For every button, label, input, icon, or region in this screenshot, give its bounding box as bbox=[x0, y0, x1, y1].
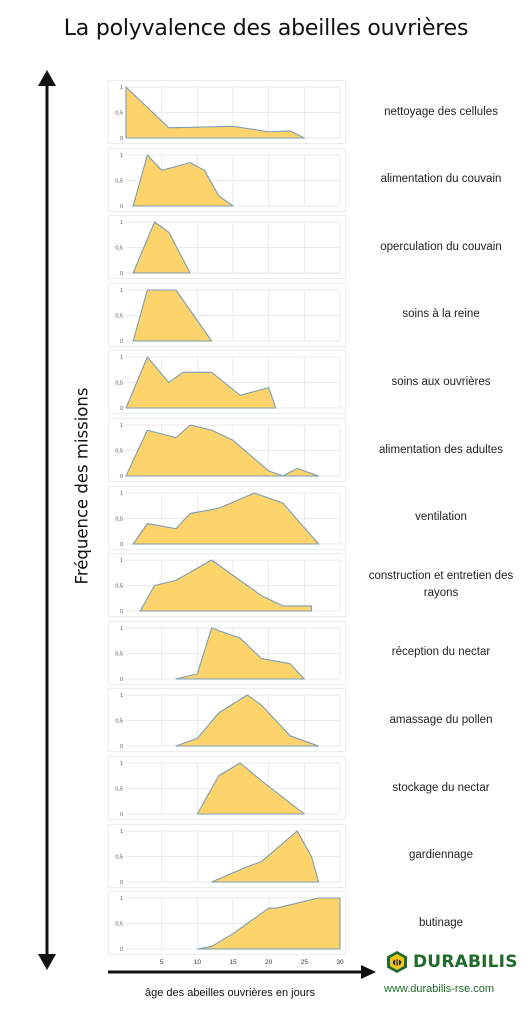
y-tick-label: 0,5 bbox=[115, 719, 123, 725]
y-tick-label: 0 bbox=[120, 406, 123, 412]
panel-chart: 00,51 bbox=[108, 80, 346, 144]
y-tick-label: 0,5 bbox=[115, 651, 123, 657]
panel-label: soins à la reine bbox=[402, 308, 480, 321]
y-tick-label: 1 bbox=[120, 626, 123, 632]
x-tick-label: 30 bbox=[336, 959, 344, 966]
x-tick-label: 10 bbox=[194, 959, 202, 966]
y-tick-label: 0 bbox=[120, 812, 123, 818]
brand-url-link[interactable]: www.durabilis-rse.com bbox=[384, 983, 495, 995]
y-tick-label: 0 bbox=[120, 677, 123, 683]
panel-chart: 00,51 bbox=[108, 147, 346, 212]
y-tick-label: 0,5 bbox=[115, 584, 123, 590]
panel-label: butinage bbox=[418, 916, 464, 929]
panel-chart: 00,51 bbox=[108, 485, 346, 550]
y-tick-label: 0 bbox=[120, 339, 123, 345]
y-tick-label: 0,5 bbox=[115, 787, 123, 793]
y-tick-label: 0 bbox=[120, 204, 123, 210]
series-area bbox=[132, 221, 191, 274]
panel-label: alimentation des adultes bbox=[378, 443, 504, 456]
y-tick-label: 1 bbox=[120, 85, 123, 91]
y-tick-label: 1 bbox=[120, 423, 123, 429]
y-tick-label: 1 bbox=[120, 491, 123, 497]
panel-label: soins aux ouvrières bbox=[391, 375, 491, 388]
panel-chart: 00,51 bbox=[108, 756, 346, 820]
series-area bbox=[125, 86, 305, 139]
y-tick-label: 0 bbox=[120, 136, 123, 142]
brand-name: DURABILIS bbox=[413, 952, 518, 972]
y-tick-label: 0 bbox=[120, 947, 123, 953]
x-tick-label: 5 bbox=[160, 959, 164, 966]
x-axis-arrow-icon bbox=[108, 965, 376, 979]
panel-chart: 00,51 bbox=[108, 215, 346, 280]
panel-label: nettoyage des cellules bbox=[384, 105, 498, 118]
panel-chart: 00,51 bbox=[108, 282, 346, 347]
series-area bbox=[196, 897, 341, 950]
y-tick-label: 0 bbox=[120, 474, 123, 480]
y-tick-label: 0,5 bbox=[115, 449, 123, 455]
panel-chart: 00,515 10 15 20 25 30 bbox=[108, 891, 346, 966]
y-tick-label: 1 bbox=[120, 896, 123, 902]
series-area bbox=[132, 154, 234, 207]
panel-label: construction et entretien des rayons bbox=[368, 570, 514, 600]
y-tick-label: 1 bbox=[120, 288, 123, 294]
panel-chart: 00,51 bbox=[108, 553, 346, 618]
y-tick-label: 0,5 bbox=[115, 178, 123, 184]
y-tick-label: 1 bbox=[120, 153, 123, 159]
series-area bbox=[196, 762, 305, 815]
series-area bbox=[139, 559, 313, 612]
panel-label: gardiennage bbox=[409, 849, 473, 862]
y-tick-label: 1 bbox=[120, 355, 123, 361]
y-tick-label: 1 bbox=[120, 761, 123, 767]
panel-label: operculation du couvain bbox=[380, 240, 502, 253]
y-tick-label: 0,5 bbox=[115, 854, 123, 860]
y-tick-label: 0 bbox=[120, 271, 123, 277]
series-area bbox=[132, 492, 320, 545]
panel-chart: 00,51 bbox=[108, 620, 346, 685]
y-tick-label: 0,5 bbox=[115, 246, 123, 252]
y-tick-label: 1 bbox=[120, 220, 123, 226]
y-axis-arrow-icon bbox=[38, 70, 56, 970]
y-tick-label: 0 bbox=[120, 542, 123, 548]
y-tick-label: 0,5 bbox=[115, 516, 123, 522]
panel-label: réception du nectar bbox=[391, 646, 491, 659]
series-area bbox=[175, 627, 305, 680]
x-tick-label: 25 bbox=[301, 959, 309, 966]
y-tick-label: 1 bbox=[120, 829, 123, 835]
panel-chart: 00,51 bbox=[108, 688, 346, 753]
panel-label: alimentation du couvain bbox=[380, 173, 502, 186]
y-tick-label: 0 bbox=[120, 744, 123, 750]
y-tick-label: 0 bbox=[120, 609, 123, 615]
x-tick-label: 15 bbox=[229, 959, 237, 966]
panel-chart: 00,51 bbox=[108, 823, 346, 888]
bee-hexagon-icon bbox=[387, 951, 407, 973]
y-tick-label: 0 bbox=[120, 880, 123, 886]
brand-logo[interactable]: DURABILIS bbox=[386, 950, 518, 974]
y-tick-label: 0,5 bbox=[115, 922, 123, 928]
y-tick-label: 0,5 bbox=[115, 111, 123, 117]
panel-label: stockage du nectar bbox=[392, 781, 490, 794]
page-title: La polyvalence des abeilles ouvrières bbox=[63, 16, 469, 41]
panel-chart: 00,51 bbox=[108, 350, 346, 415]
y-tick-label: 1 bbox=[120, 558, 123, 564]
series-area bbox=[125, 424, 320, 477]
series-area bbox=[125, 356, 277, 409]
panel-chart: 00,51 bbox=[108, 418, 346, 482]
series-area bbox=[175, 694, 320, 747]
y-tick-label: 1 bbox=[120, 693, 123, 699]
series-area bbox=[132, 289, 213, 342]
x-axis-label: âge des abeilles ouvrières en jours bbox=[145, 987, 315, 999]
x-tick-label: 20 bbox=[265, 959, 273, 966]
panel-label: amassage du pollen bbox=[389, 713, 493, 726]
panel-label: ventilation bbox=[415, 511, 467, 524]
y-tick-label: 0,5 bbox=[115, 381, 123, 387]
y-tick-label: 0,5 bbox=[115, 313, 123, 319]
series-area bbox=[211, 830, 320, 883]
